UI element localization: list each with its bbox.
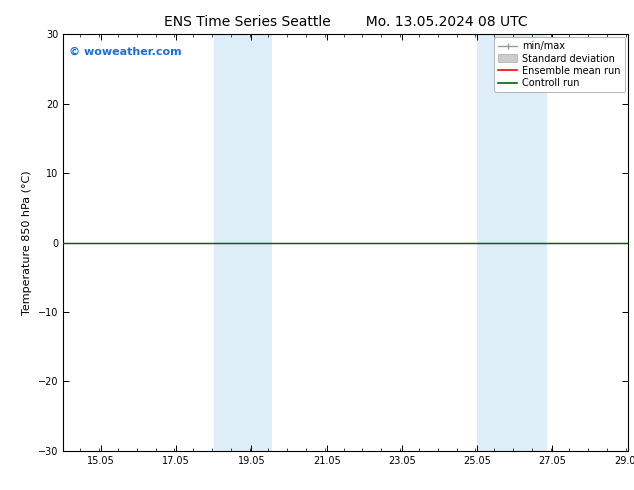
Y-axis label: Temperature 850 hPa (°C): Temperature 850 hPa (°C) [22,170,32,315]
Legend: min/max, Standard deviation, Ensemble mean run, Controll run: min/max, Standard deviation, Ensemble me… [494,37,624,92]
Bar [477,34,547,451]
Text: © woweather.com: © woweather.com [69,47,182,57]
Bar [214,34,271,451]
Title: ENS Time Series Seattle        Mo. 13.05.2024 08 UTC: ENS Time Series Seattle Mo. 13.05.2024 0… [164,15,527,29]
